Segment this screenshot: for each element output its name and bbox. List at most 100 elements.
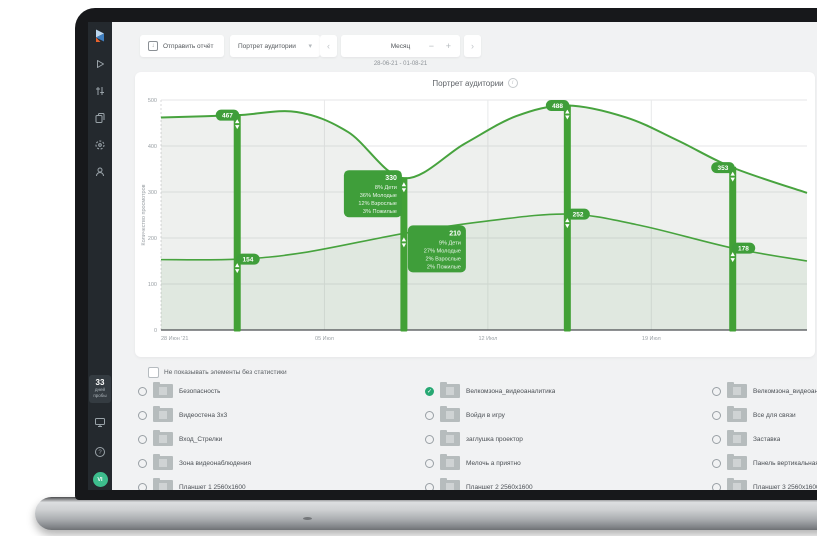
value-badge-text: 178 — [738, 245, 749, 252]
radio[interactable] — [712, 386, 721, 396]
play-icon — [97, 60, 104, 68]
arrow-up-icon — [401, 237, 407, 242]
value-badge[interactable] — [711, 162, 735, 174]
list-item[interactable]: Зона видеонаблюдения — [138, 451, 425, 475]
bar-marker[interactable]: 330 8% Дети 36% Молодые 12% Взрослые 3% Пожи… — [343, 170, 466, 332]
item-label: Мелочь а приятно — [466, 459, 521, 467]
list-item[interactable]: Велкомзона_видеоаналити — [712, 379, 817, 403]
x-tick-label: 05 Июл — [315, 336, 334, 342]
tooltip-value: 210 — [449, 230, 461, 237]
next-period-button[interactable]: › — [464, 35, 481, 57]
x-tick-label: 28 Июн '21 — [161, 336, 188, 342]
send-report-button[interactable]: ↓ Отправить отчёт — [140, 35, 224, 57]
list-item[interactable]: заглушка проектор — [425, 427, 712, 451]
hide-empty-label: Не показывать элементы без статистики — [164, 369, 287, 376]
tooltip-line: 36% Молодые — [360, 193, 397, 199]
value-badge[interactable] — [545, 100, 570, 112]
tooltip-line: 9% Дети — [439, 240, 461, 246]
y-axis-label: Количество просмотров — [141, 184, 147, 245]
bar-marker[interactable]: 488 252 — [545, 100, 590, 332]
radio[interactable] — [712, 482, 721, 490]
arrow-up-icon — [401, 182, 407, 187]
zoom-in-icon[interactable]: + — [445, 41, 451, 51]
report-type-select[interactable]: Портрет аудитории ▾ — [230, 35, 320, 57]
list-item[interactable]: Заставка — [712, 427, 817, 451]
period-label: Месяц — [390, 42, 411, 50]
laptop-foot — [303, 517, 312, 520]
value-badge[interactable] — [731, 242, 756, 254]
period-selector[interactable]: Месяц − + — [341, 35, 460, 57]
checkbox[interactable] — [148, 367, 159, 378]
folder-thumbnail — [440, 430, 460, 446]
trial-badge[interactable]: 33 дней пробы — [89, 375, 111, 403]
radio[interactable] — [425, 410, 434, 420]
x-tick-label: 12 Июл — [478, 336, 497, 342]
value-badge[interactable] — [566, 208, 590, 220]
radio[interactable] — [138, 434, 147, 444]
sidebar-item-playlists[interactable] — [93, 57, 107, 71]
list-item[interactable]: Безопасность — [138, 379, 425, 403]
app-logo[interactable] — [92, 28, 108, 44]
arrow-up-icon — [565, 109, 570, 114]
bar-marker[interactable]: 353 178 — [711, 162, 756, 332]
sidebar-item-settings[interactable] — [93, 138, 107, 152]
radio[interactable] — [425, 482, 434, 490]
radio[interactable] — [138, 386, 147, 396]
radio[interactable] — [425, 434, 434, 444]
marker-bar[interactable] — [563, 104, 571, 332]
chevron-right-icon: › — [471, 41, 474, 51]
zoom-out-icon[interactable]: − — [428, 41, 434, 51]
prev-period-button[interactable]: ‹ — [320, 35, 337, 57]
radio-selected[interactable]: ✓ — [425, 386, 434, 396]
sidebar-item-content[interactable] — [93, 111, 107, 125]
value-badge-text: 353 — [718, 165, 729, 172]
bar-marker[interactable]: 467 154 — [215, 109, 260, 332]
info-icon[interactable]: i — [507, 78, 518, 88]
list-item[interactable]: Планшет 2 2560x1600 — [425, 475, 712, 490]
sidebar-item-screens[interactable] — [94, 415, 106, 433]
folder-thumbnail — [727, 454, 747, 470]
folder-thumbnail — [440, 406, 460, 422]
item-label: Планшет 3 2560x1600 — [753, 483, 817, 491]
list-item[interactable]: Все для связи — [712, 403, 817, 427]
marker-bar[interactable] — [233, 114, 241, 332]
item-label: Заставка — [753, 435, 781, 443]
series-lower-line — [160, 213, 808, 262]
value-badge-text: 467 — [222, 112, 233, 119]
radio[interactable] — [138, 458, 147, 468]
sidebar-item-help[interactable]: ? — [94, 445, 106, 463]
breakdown-tooltip[interactable] — [407, 225, 466, 273]
list-item[interactable]: Войди в игру — [425, 403, 712, 427]
sidebar-item-analytics[interactable] — [93, 84, 107, 98]
y-tick-label: 200 — [148, 236, 157, 242]
item-label: Велкомзона_видеоаналитика — [466, 387, 556, 395]
breakdown-tooltip[interactable] — [343, 170, 402, 218]
value-badge[interactable] — [236, 253, 260, 265]
radio[interactable] — [712, 458, 721, 468]
list-item[interactable]: Вход_Стрелки — [138, 427, 425, 451]
hide-empty-checkbox-row[interactable]: Не показывать элементы без статистики — [148, 367, 287, 378]
radio[interactable] — [138, 482, 147, 490]
marker-bar[interactable] — [400, 177, 408, 332]
item-label: Войди в игру — [466, 411, 505, 419]
series-upper-area — [161, 105, 807, 330]
list-item[interactable]: Видеостена 3x3 — [138, 403, 425, 427]
audience-chart[interactable]: 0 100 200 300 400 500 28 Июн '21 05 Июл 12 Июл 19… — [137, 92, 813, 346]
list-item[interactable]: Планшет 1 2560x1600 — [138, 475, 425, 490]
chevron-left-icon: ‹ — [327, 41, 330, 51]
value-badge[interactable] — [215, 109, 240, 121]
list-item[interactable]: Планшет 3 2560x1600 — [712, 475, 817, 490]
radio[interactable] — [712, 410, 721, 420]
list-item[interactable]: Панель вертикальная внутр — [712, 451, 817, 475]
item-label: Панель вертикальная внутр — [753, 459, 817, 467]
export-icon: ↓ — [148, 41, 158, 51]
list-item[interactable]: Мелочь а приятно — [425, 451, 712, 475]
radio[interactable] — [712, 434, 721, 444]
radio[interactable] — [138, 410, 147, 420]
user-avatar[interactable]: VI — [92, 472, 108, 487]
sidebar-item-users[interactable] — [93, 165, 107, 179]
radio[interactable] — [425, 458, 434, 468]
value-badge-text: 488 — [552, 103, 563, 110]
list-item[interactable]: ✓ Велкомзона_видеоаналитика — [425, 379, 712, 403]
folder-thumbnail — [440, 454, 460, 470]
